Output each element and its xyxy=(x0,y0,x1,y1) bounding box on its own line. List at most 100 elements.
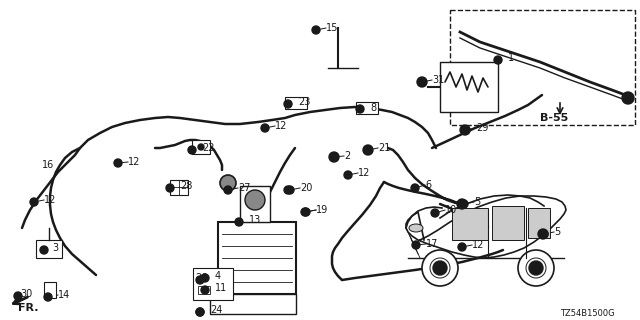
Text: TZ54B1500G: TZ54B1500G xyxy=(560,309,614,318)
Circle shape xyxy=(462,126,470,134)
Circle shape xyxy=(198,144,204,150)
Circle shape xyxy=(457,199,467,209)
Circle shape xyxy=(224,186,232,194)
Text: 3: 3 xyxy=(52,243,58,253)
Circle shape xyxy=(330,153,338,161)
Bar xyxy=(44,282,56,298)
Bar xyxy=(450,10,635,125)
Circle shape xyxy=(220,175,236,191)
Bar xyxy=(192,140,210,154)
Text: 16: 16 xyxy=(42,160,54,170)
Bar xyxy=(452,208,488,240)
Circle shape xyxy=(188,146,196,154)
Circle shape xyxy=(200,275,206,281)
Text: 28: 28 xyxy=(180,181,193,191)
Circle shape xyxy=(245,190,265,210)
Circle shape xyxy=(30,198,38,206)
Ellipse shape xyxy=(409,224,423,232)
Text: 12: 12 xyxy=(358,168,371,178)
Circle shape xyxy=(418,78,426,86)
Circle shape xyxy=(196,308,204,316)
Circle shape xyxy=(538,229,548,239)
Text: 15: 15 xyxy=(326,23,339,33)
Bar xyxy=(285,97,307,109)
Bar xyxy=(218,222,296,294)
Circle shape xyxy=(431,209,439,217)
Text: 11: 11 xyxy=(215,283,227,293)
Circle shape xyxy=(329,152,339,162)
Circle shape xyxy=(529,261,543,275)
Circle shape xyxy=(411,184,419,192)
Circle shape xyxy=(44,293,52,301)
Circle shape xyxy=(284,100,292,108)
Circle shape xyxy=(235,218,243,226)
Text: 21: 21 xyxy=(378,143,390,153)
Text: 17: 17 xyxy=(426,239,438,249)
Circle shape xyxy=(301,208,309,216)
Circle shape xyxy=(364,146,372,154)
Text: 8: 8 xyxy=(370,103,376,113)
Circle shape xyxy=(540,230,548,238)
Circle shape xyxy=(417,77,427,87)
Circle shape xyxy=(312,26,320,34)
Bar xyxy=(210,294,296,314)
Circle shape xyxy=(494,56,502,64)
Circle shape xyxy=(196,308,204,316)
Text: 12: 12 xyxy=(128,157,140,167)
Text: 12: 12 xyxy=(472,240,484,250)
Circle shape xyxy=(356,105,364,113)
Circle shape xyxy=(40,246,48,254)
Circle shape xyxy=(201,286,209,294)
Text: 5: 5 xyxy=(554,227,560,237)
Circle shape xyxy=(433,261,447,275)
Bar xyxy=(170,180,188,195)
Text: 22: 22 xyxy=(202,143,214,153)
Circle shape xyxy=(458,243,466,251)
Circle shape xyxy=(302,208,310,216)
Circle shape xyxy=(344,171,352,179)
Bar xyxy=(240,186,270,222)
Bar xyxy=(36,240,62,258)
Text: 24: 24 xyxy=(210,305,222,315)
Text: 14: 14 xyxy=(58,290,70,300)
Circle shape xyxy=(114,159,122,167)
Text: 6: 6 xyxy=(425,180,431,190)
Text: 2: 2 xyxy=(344,151,350,161)
Text: 10: 10 xyxy=(445,205,457,215)
Text: 30: 30 xyxy=(20,289,32,299)
Text: 5: 5 xyxy=(474,197,480,207)
Text: 27: 27 xyxy=(238,183,250,193)
Circle shape xyxy=(460,200,468,208)
Text: 13: 13 xyxy=(249,215,261,225)
Text: 29: 29 xyxy=(476,123,488,133)
Text: 4: 4 xyxy=(215,271,221,281)
Text: 12: 12 xyxy=(44,195,56,205)
Text: FR.: FR. xyxy=(18,303,38,313)
Circle shape xyxy=(196,276,204,284)
Circle shape xyxy=(286,186,294,194)
Text: 19: 19 xyxy=(316,205,328,215)
Circle shape xyxy=(412,241,420,249)
Circle shape xyxy=(261,124,269,132)
Text: 12: 12 xyxy=(275,121,287,131)
Circle shape xyxy=(622,92,634,104)
Bar xyxy=(356,102,378,114)
Bar xyxy=(440,62,498,112)
Circle shape xyxy=(363,145,373,155)
Bar xyxy=(492,206,524,240)
Bar xyxy=(198,286,210,294)
Circle shape xyxy=(526,258,546,278)
Circle shape xyxy=(430,258,450,278)
Text: 26: 26 xyxy=(195,273,207,283)
Text: 20: 20 xyxy=(300,183,312,193)
Circle shape xyxy=(460,125,470,135)
Bar xyxy=(193,268,233,300)
Circle shape xyxy=(201,274,209,282)
Circle shape xyxy=(14,292,22,300)
Circle shape xyxy=(422,250,458,286)
Circle shape xyxy=(166,184,174,192)
Circle shape xyxy=(518,250,554,286)
Bar xyxy=(528,208,550,238)
Text: 31: 31 xyxy=(432,75,444,85)
Circle shape xyxy=(284,186,292,194)
